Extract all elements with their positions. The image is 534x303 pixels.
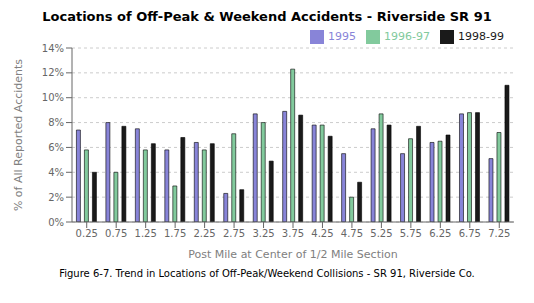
svg-text:12%: 12% (42, 67, 64, 78)
svg-text:4.25: 4.25 (311, 228, 333, 239)
svg-text:2.25: 2.25 (193, 228, 215, 239)
svg-text:6.25: 6.25 (429, 228, 451, 239)
svg-text:0.75: 0.75 (105, 228, 127, 239)
html-text:Locations of Off-Peak & Weeken: Locations of Off-Peak & Weekend Accident… (42, 9, 492, 24)
svg-text:2.75: 2.75 (223, 228, 245, 239)
svg-text:1.75: 1.75 (164, 228, 186, 239)
svg-text:3.25: 3.25 (252, 228, 274, 239)
svg-text:4%: 4% (48, 167, 64, 178)
svg-text:10%: 10% (42, 92, 64, 103)
svg-text:8%: 8% (48, 117, 64, 128)
html-text:1998-99: 1998-99 (458, 30, 504, 43)
svg-text:6%: 6% (48, 142, 64, 153)
svg-text:5.25: 5.25 (370, 228, 392, 239)
html-text:1996-97: 1996-97 (384, 30, 430, 43)
svg-text:5.75: 5.75 (400, 228, 422, 239)
svg-text:% of All Reported Accidents: % of All Reported Accidents (12, 59, 25, 211)
svg-text:0.25: 0.25 (76, 228, 98, 239)
html-text:1995: 1995 (328, 30, 357, 43)
svg-text:Post Mile at Center of 1/2 Mil: Post Mile at Center of 1/2 Mile Section (188, 248, 398, 261)
svg-text:6.75: 6.75 (459, 228, 481, 239)
svg-text:3.75: 3.75 (282, 228, 304, 239)
html-text:Figure 6-7. Trend in Locations: Figure 6-7. Trend in Locations of Off-Pe… (59, 268, 475, 279)
svg-text:1.25: 1.25 (135, 228, 157, 239)
svg-text:0%: 0% (48, 217, 64, 228)
svg-text:2%: 2% (48, 192, 64, 203)
svg-text:7.25: 7.25 (488, 228, 510, 239)
svg-text:4.75: 4.75 (341, 228, 363, 239)
svg-text:14%: 14% (42, 43, 64, 54)
